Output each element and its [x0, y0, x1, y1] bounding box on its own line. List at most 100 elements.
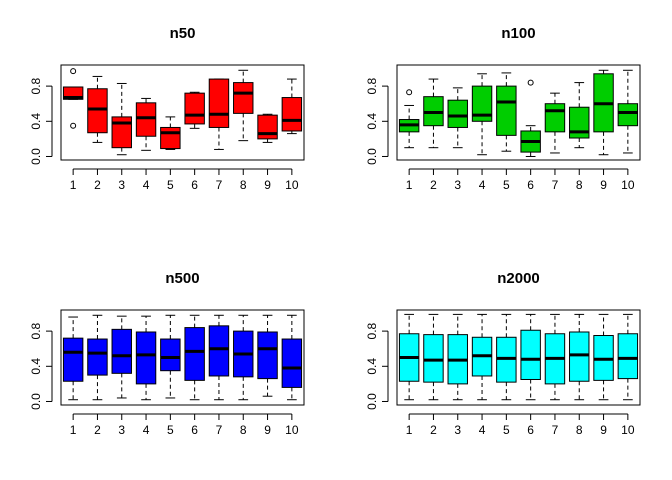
box-2 [87, 314, 108, 401]
iqr-box [281, 97, 303, 132]
x-tick-label: 10 [621, 423, 635, 437]
box-7 [208, 78, 230, 150]
y-tick-label: 0.0 [29, 393, 43, 410]
box-10 [281, 78, 303, 135]
y-tick-label: 0.4 [29, 113, 43, 130]
iqr-box [184, 92, 205, 125]
box-1 [62, 316, 84, 401]
box-3 [447, 87, 468, 149]
x-tick-label: 8 [576, 178, 583, 192]
box-8 [233, 69, 254, 142]
x-tick-label: 5 [167, 178, 174, 192]
y-tick-label: 0.8 [365, 77, 379, 94]
x-tick-label: 9 [264, 423, 271, 437]
iqr-box [281, 338, 303, 388]
box-2 [423, 78, 444, 149]
x-tick-label: 1 [406, 423, 413, 437]
iqr-box [496, 85, 517, 136]
box-6 [520, 313, 541, 401]
outlier-point [70, 122, 77, 129]
iqr-box [62, 337, 84, 382]
plot-frame [396, 309, 641, 406]
x-tick-label: 7 [216, 423, 223, 437]
panel-n2000: n2000 0.0 0.4 0.8 1 2 3 4 5 6 7 8 9 10 [365, 270, 641, 437]
iqr-box [233, 82, 254, 114]
box-9 [257, 113, 278, 143]
x-tick-label: 5 [503, 423, 510, 437]
box-8 [569, 82, 590, 149]
iqr-box [160, 338, 181, 372]
panel-title: n500 [165, 270, 199, 287]
y-tick-label: 0.4 [29, 358, 43, 375]
y-tick-label: 0.8 [29, 322, 43, 339]
box-4 [471, 73, 493, 156]
iqr-box [208, 325, 230, 377]
x-tick-label: 5 [503, 178, 510, 192]
box-1 [62, 68, 84, 129]
x-tick-label: 1 [70, 423, 77, 437]
iqr-box [471, 85, 493, 122]
iqr-box [617, 333, 639, 380]
x-tick-label: 10 [285, 423, 299, 437]
iqr-box [87, 88, 108, 134]
x-tick-label: 6 [527, 423, 534, 437]
panel-n500: n500 0.0 0.4 0.8 1 2 3 4 5 6 7 8 9 10 [29, 270, 305, 437]
iqr-box [135, 102, 157, 137]
box-4 [135, 97, 157, 151]
x-tick-label: 2 [430, 423, 437, 437]
x-tick-label: 9 [600, 423, 607, 437]
x-tick-label: 5 [167, 423, 174, 437]
x-tick-label: 6 [527, 178, 534, 192]
x-tick-label: 7 [552, 178, 559, 192]
box-5 [160, 314, 181, 399]
outlier-point [406, 89, 413, 96]
plot-frame [396, 64, 641, 161]
box-8 [233, 314, 254, 401]
x-tick-label: 8 [240, 423, 247, 437]
panel-n100: n100 0.0 0.4 0.8 1 2 3 4 5 6 7 8 9 10 [365, 25, 641, 192]
y-tick-label: 0.0 [365, 148, 379, 165]
iqr-box [617, 103, 639, 127]
x-tick-label: 1 [70, 178, 77, 192]
x-tick-label: 1 [406, 178, 413, 192]
x-tick-label: 7 [216, 178, 223, 192]
box-3 [111, 82, 132, 156]
y-tick-label: 0.0 [29, 148, 43, 165]
iqr-box [111, 328, 132, 374]
box-4 [471, 313, 493, 401]
iqr-box [160, 126, 181, 150]
box-7 [208, 314, 230, 401]
outlier-point [70, 68, 77, 75]
y-tick-label: 0.4 [365, 358, 379, 375]
x-tick-label: 3 [118, 178, 125, 192]
panel-n50: n50 0.0 0.4 0.8 1 2 3 4 5 6 7 8 9 10 [29, 25, 305, 192]
box-6 [184, 314, 205, 401]
outlier-point [527, 79, 534, 86]
x-tick-label: 3 [118, 423, 125, 437]
box-6 [520, 79, 541, 157]
box-3 [111, 315, 132, 399]
iqr-box [111, 116, 132, 149]
box-3 [447, 313, 468, 401]
panel-title: n100 [501, 25, 535, 42]
iqr-box [569, 331, 590, 382]
iqr-box [544, 103, 566, 133]
box-1 [398, 89, 420, 149]
x-tick-label: 4 [479, 423, 486, 437]
y-tick-label: 0.8 [365, 322, 379, 339]
plot-frame [60, 309, 305, 406]
panel-title: n2000 [497, 270, 540, 287]
x-tick-label: 2 [94, 423, 101, 437]
box-5 [496, 72, 517, 152]
box-2 [423, 313, 444, 401]
x-tick-label: 6 [191, 178, 198, 192]
x-tick-label: 10 [285, 178, 299, 192]
plot-frame [60, 64, 305, 161]
y-tick-label: 0.4 [365, 113, 379, 130]
x-tick-label: 2 [430, 178, 437, 192]
x-tick-label: 9 [600, 178, 607, 192]
box-7 [544, 92, 566, 154]
x-tick-label: 2 [94, 178, 101, 192]
box-6 [184, 91, 205, 129]
